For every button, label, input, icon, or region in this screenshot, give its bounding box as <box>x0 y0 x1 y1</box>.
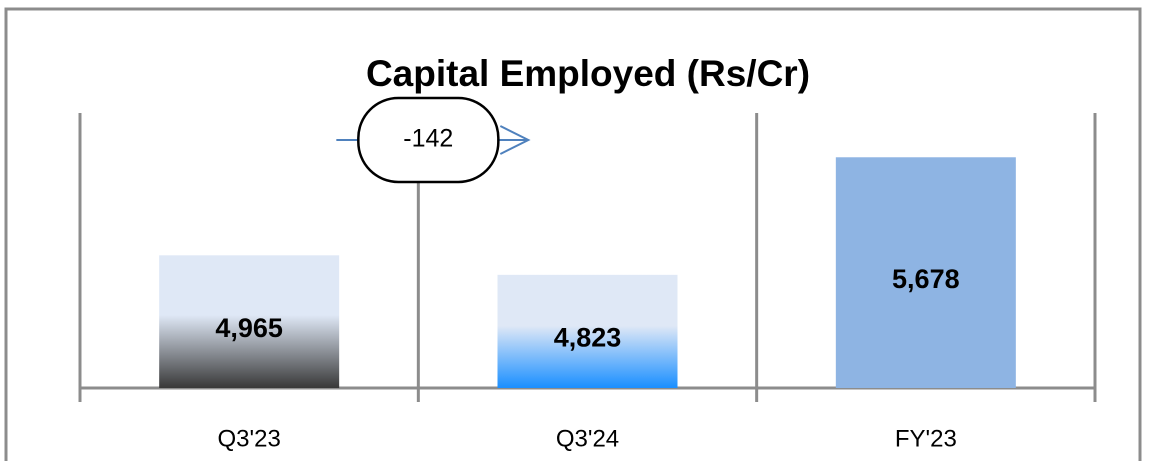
value-label: 5,678 <box>892 264 960 294</box>
x-tick-label: Q3'23 <box>218 425 281 452</box>
chart-title: Capital Employed (Rs/Cr) <box>366 53 810 94</box>
annotation-arrowhead <box>499 125 531 155</box>
x-tick-label: FY'23 <box>895 425 957 452</box>
annotation-label: -142 <box>403 125 453 153</box>
value-label: 4,965 <box>215 313 283 343</box>
bar <box>835 157 1016 388</box>
frame <box>4 7 1142 461</box>
x-tick-label: Q3'24 <box>556 425 619 452</box>
bar <box>497 274 678 388</box>
bar <box>159 255 340 388</box>
annotation-box <box>357 96 500 184</box>
value-label: 4,823 <box>554 323 622 353</box>
